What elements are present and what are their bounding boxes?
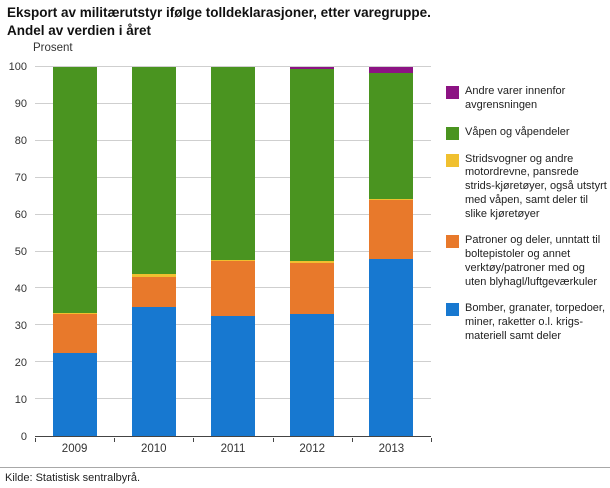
bar-2012 — [290, 67, 335, 436]
bar-slot — [114, 67, 193, 436]
y-tick-label: 0 — [20, 431, 27, 443]
y-tick-label: 30 — [14, 320, 27, 332]
y-tick-label: 50 — [14, 246, 27, 258]
bar-segment — [369, 199, 414, 259]
bar-segment — [369, 67, 414, 73]
legend-label: Våpen og våpendeler — [465, 125, 570, 138]
y-tick-label: 60 — [14, 209, 27, 221]
legend-swatch-icon — [446, 235, 459, 249]
y-axis-ticks: 0 10 20 30 40 50 60 70 80 90 100 — [0, 61, 29, 443]
chart-title-line1: Eksport av militærutstyr ifølge tolldekl… — [7, 5, 431, 20]
y-tick-label: 10 — [14, 394, 27, 406]
bar-segment — [290, 262, 335, 315]
bar-segment — [52, 67, 97, 314]
plot-area — [35, 66, 431, 437]
bar-2009 — [52, 67, 97, 436]
x-axis-label: 2010 — [141, 443, 167, 455]
legend-swatch-icon — [446, 303, 459, 317]
legend-item: Bomber, granater, torpedoer, miner, rake… — [446, 302, 608, 343]
bar-segment — [211, 259, 255, 261]
x-tick — [351, 438, 353, 442]
x-axis-label: 2009 — [61, 443, 88, 455]
bar-segment — [369, 199, 414, 200]
bar-2013 — [369, 67, 414, 436]
bar-segment — [52, 313, 97, 315]
y-tick-label: 100 — [8, 61, 27, 73]
legend-item: Våpen og våpendeler — [446, 126, 608, 140]
legend-swatch-icon — [446, 126, 459, 140]
x-axis-labels: 2009 2010 2011 2012 2013 — [35, 443, 431, 455]
bar-segment — [211, 316, 255, 436]
source-note: Kilde: Statistisk sentralbyrå. — [5, 472, 141, 484]
y-tick-label: 80 — [14, 135, 27, 147]
x-tick — [431, 438, 432, 442]
x-tick — [35, 438, 36, 442]
bar-segment — [369, 258, 414, 436]
chart-title-line2: Andel av verdien i året — [7, 22, 152, 38]
legend-label: Stridsvogner og andre motordrevne, pansr… — [465, 152, 607, 220]
bars — [35, 67, 431, 436]
legend-label: Bomber, granater, torpedoer, miner, rake… — [465, 302, 606, 342]
x-tick — [114, 438, 116, 442]
gridline — [35, 66, 431, 67]
bar-segment — [131, 277, 176, 307]
x-ticks — [35, 438, 432, 443]
bar-segment — [369, 72, 414, 200]
bar-segment — [131, 306, 176, 436]
bar-segment — [290, 260, 335, 263]
x-axis-label: 2012 — [299, 443, 325, 455]
bar-2010 — [131, 67, 176, 436]
bar-segment — [290, 68, 335, 261]
x-axis-label: 2013 — [378, 443, 405, 455]
legend-item: Andre varer innenfor avgrensningen — [446, 85, 608, 113]
x-tick — [193, 438, 195, 442]
y-tick-label: 40 — [14, 283, 27, 295]
legend-item: Stridsvogner og andre motordrevne, pansr… — [446, 153, 608, 222]
x-axis-label: 2011 — [220, 443, 246, 455]
y-axis-title: Prosent — [33, 42, 73, 54]
bar-segment — [290, 67, 335, 69]
legend-swatch-icon — [446, 86, 459, 99]
bar-slot — [273, 67, 352, 436]
legend-swatch-icon — [446, 153, 459, 167]
bar-segment — [290, 314, 335, 436]
bar-segment — [131, 273, 176, 278]
legend-label: Andre varer innenfor avgrensningen — [465, 85, 566, 111]
chart-title: Eksport av militærutstyr ifølge tolldekl… — [7, 4, 431, 39]
bar-segment — [52, 314, 97, 353]
bar-segment — [52, 352, 97, 436]
legend-label: Patroner og deler, unntatt til boltepist… — [465, 234, 601, 288]
x-tick — [272, 438, 274, 442]
y-tick-label: 90 — [14, 98, 27, 110]
bar-segment — [211, 260, 255, 317]
legend: Andre varer innenfor avgrensningen Våpen … — [446, 85, 608, 344]
bar-2011 — [211, 67, 255, 436]
y-tick-label: 20 — [14, 357, 27, 369]
legend-item: Patroner og deler, unntatt til boltepist… — [446, 234, 608, 289]
bar-slot — [352, 67, 431, 436]
bar-slot — [35, 67, 114, 436]
footer-divider — [0, 467, 610, 468]
y-tick-label: 70 — [14, 172, 27, 184]
bar-segment — [211, 67, 255, 260]
bar-slot — [193, 67, 272, 436]
bar-segment — [131, 67, 176, 274]
